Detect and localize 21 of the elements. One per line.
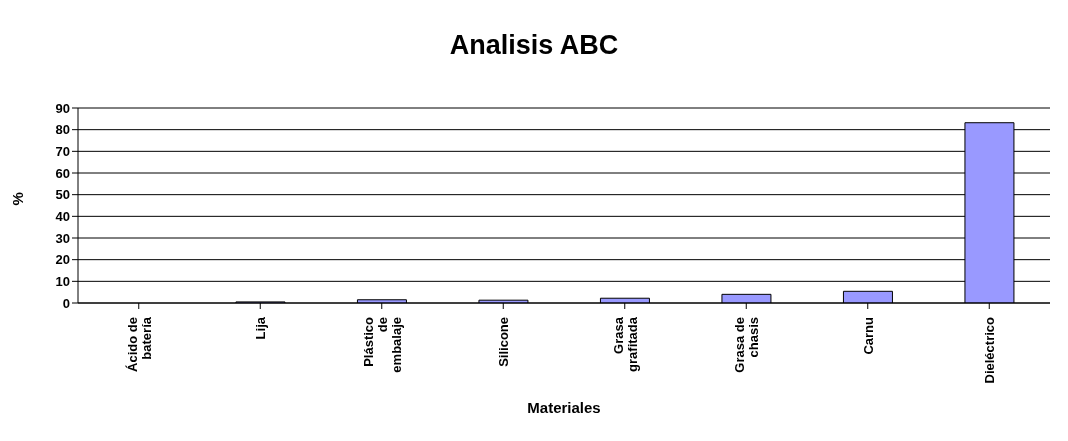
y-axis-title: % — [9, 192, 27, 206]
y-tick-label: 10 — [55, 273, 70, 289]
x-tick-label: Lija — [253, 316, 269, 340]
x-axis-title: Materiales — [527, 399, 601, 416]
x-tick-label: Dieléctrico — [982, 316, 998, 384]
x-tick-label: Grasa grafitada — [610, 316, 640, 372]
x-tick-label: Grasa de chasis — [732, 317, 762, 373]
y-tick-label: 50 — [55, 187, 70, 203]
y-tick-label: 90 — [55, 100, 70, 116]
y-tick-label: 0 — [62, 295, 70, 311]
x-tick-label: Silicone — [496, 317, 512, 367]
y-tick-label: 20 — [55, 252, 70, 268]
x-tick-label: Carnu — [860, 316, 876, 355]
y-tick-label: 60 — [55, 165, 70, 181]
x-tick-label: Ácido de batería — [124, 316, 154, 372]
y-tick-label: 80 — [55, 122, 70, 138]
chart-title: Analisis ABC — [448, 30, 620, 61]
y-tick-label: 40 — [55, 208, 70, 224]
x-tick-label: Plástico de embalaje — [360, 316, 404, 373]
y-tick-label: 30 — [55, 230, 70, 246]
y-tick-label: 70 — [55, 143, 70, 159]
